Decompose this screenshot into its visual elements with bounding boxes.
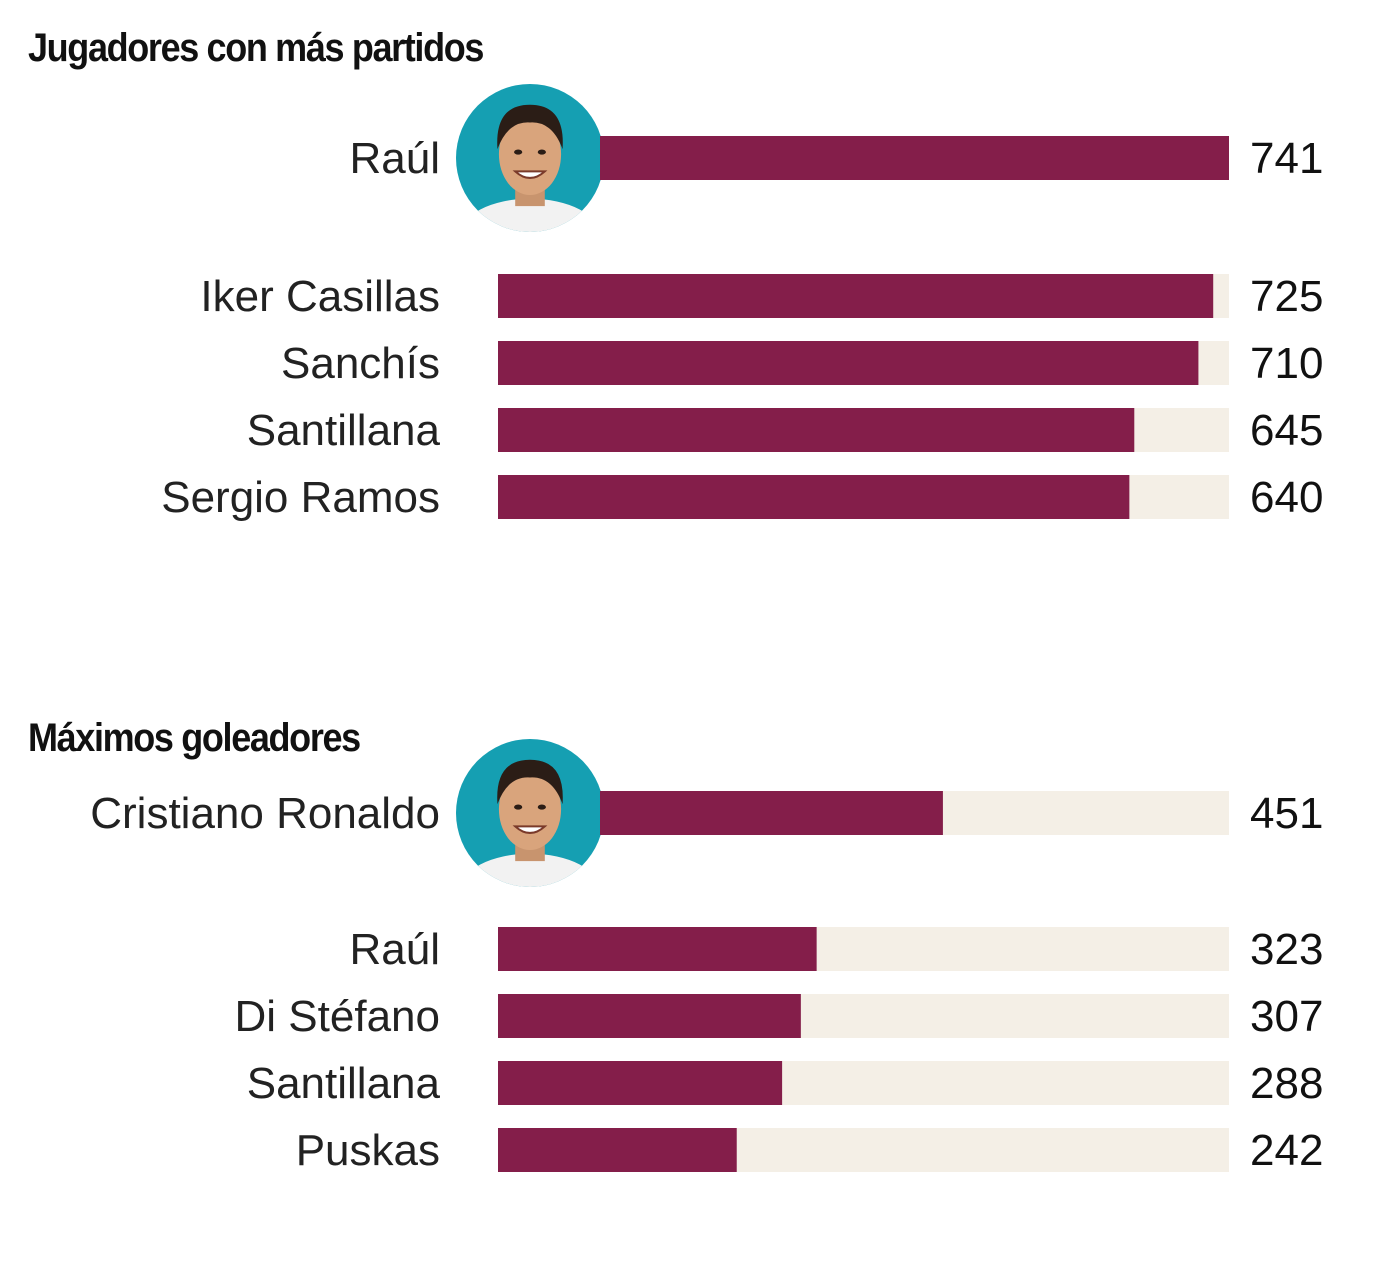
chart-goleadores: Máximos goleadores Cristiano Ronaldo 451 R… [0, 690, 1382, 1230]
value-label: 640 [1250, 473, 1323, 522]
category-label: Santillana [247, 406, 441, 455]
bar [600, 136, 1229, 180]
value-label: 323 [1250, 925, 1323, 974]
value-label: 242 [1250, 1126, 1323, 1175]
category-label: Di Stéfano [235, 992, 440, 1041]
category-label: Sergio Ramos [161, 473, 440, 522]
value-label: 741 [1250, 134, 1323, 183]
player-face [459, 759, 601, 887]
chart-partidos-plot: Raúl 741 Iker Casillas 725 Sanchís 710 Santill… [161, 84, 1323, 522]
bar [498, 341, 1199, 385]
bar [600, 791, 943, 835]
value-label: 288 [1250, 1059, 1323, 1108]
category-label: Santillana [247, 1059, 441, 1108]
value-label: 645 [1250, 406, 1323, 455]
player-face [459, 104, 601, 232]
category-label: Sanchís [281, 339, 440, 388]
bar [498, 408, 1135, 452]
chart-goleadores-plot: Cristiano Ronaldo 451 Raúl 323 Di Stéfano 307… [90, 739, 1323, 1175]
category-label: Cristiano Ronaldo [90, 789, 440, 838]
bar [498, 274, 1214, 318]
bar [498, 1061, 783, 1105]
bar [498, 994, 801, 1038]
chart-title: Máximos goleadores [28, 716, 361, 760]
value-label: 451 [1250, 789, 1323, 838]
bar [498, 1128, 737, 1172]
category-label: Raúl [350, 134, 441, 183]
chart-title: Jugadores con más partidos [28, 26, 484, 70]
category-label: Puskas [296, 1126, 440, 1175]
player-photo-avatar [456, 84, 604, 232]
chart-partidos: Jugadores con más partidos Raúl 741 Iker C… [0, 0, 1382, 560]
player-photo-avatar [456, 739, 604, 887]
value-label: 725 [1250, 272, 1323, 321]
value-label: 710 [1250, 339, 1323, 388]
bar [498, 927, 817, 971]
category-label: Iker Casillas [200, 272, 440, 321]
value-label: 307 [1250, 992, 1323, 1041]
bar [498, 475, 1130, 519]
category-label: Raúl [350, 925, 441, 974]
